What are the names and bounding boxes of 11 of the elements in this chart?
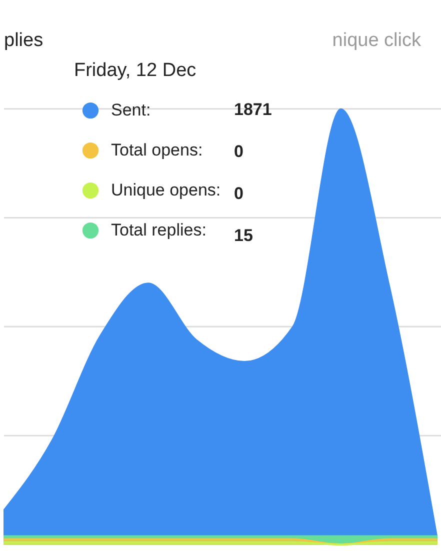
text: nique click xyxy=(332,30,422,51)
legend-label: Unique opens: xyxy=(111,180,221,200)
annotation: 15 xyxy=(234,226,253,245)
annotation: 0 xyxy=(234,184,244,203)
annotation: 1871 xyxy=(234,100,272,119)
text: Friday, 12 Dec xyxy=(74,60,196,81)
legend-label: Sent: xyxy=(111,100,151,120)
legend-label: Total replies: xyxy=(111,220,206,240)
annotation: 0 xyxy=(234,142,244,161)
legend-label: Total opens: xyxy=(111,140,203,160)
text: plies xyxy=(4,30,44,51)
